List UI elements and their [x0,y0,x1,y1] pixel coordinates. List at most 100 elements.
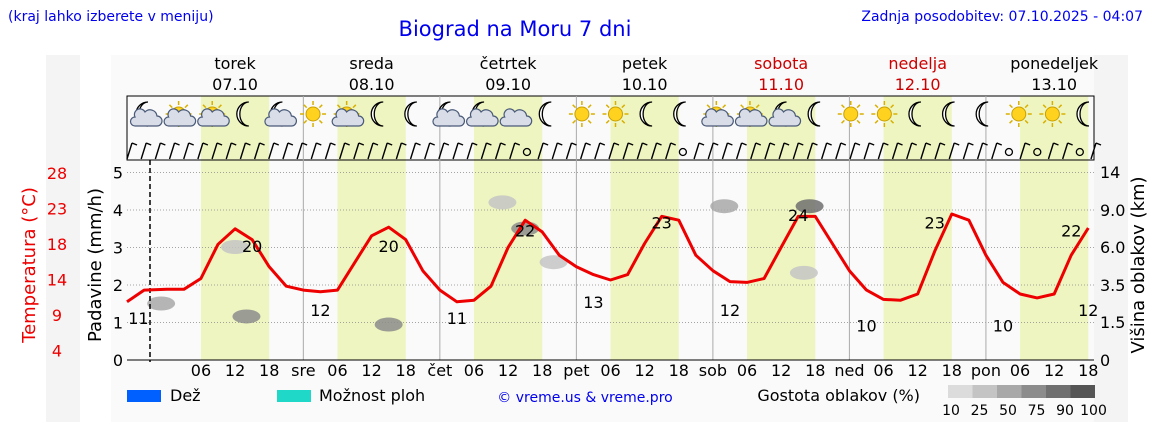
wind-barb [438,142,450,160]
wind-barb [920,142,932,160]
wind-barb-feather [514,142,521,146]
wind-barb-staff [735,142,743,160]
wind-barb-feather [486,142,492,146]
wind-barb-feather [188,142,194,146]
day-date: 09.10 [485,75,531,94]
cloud-shape [331,108,365,127]
wind-calm-symbol [1004,147,1014,157]
wind-barb-feather [457,142,464,146]
wind-barb [1061,142,1073,160]
sun-ray [856,119,861,124]
wind-barb-staff [126,142,133,160]
wind-barb-staff [750,142,757,160]
wind-barb [976,142,988,160]
wind-barb-staff [579,142,587,160]
wind-barb-feather [712,142,719,146]
wind-barb-staff [636,142,644,160]
moon-shape [404,101,417,127]
sun-ray [587,104,592,109]
cloud-patch [374,317,403,332]
day-date: 08.10 [349,75,395,94]
sun-ray [572,119,577,124]
wind-barb [962,142,974,160]
sun-disc [1011,106,1027,122]
wind-barb [211,142,223,160]
wind-barb-feather [1024,142,1031,146]
moon-shape [236,101,249,127]
cloud-density-tick: 50 [999,403,1017,419]
sun-ray [605,104,610,109]
wind-barb-feather [145,142,152,146]
temperature-label: 12 [1078,301,1098,320]
sun-cloud-icon [701,101,734,127]
precipitation-tick: 3 [113,239,123,258]
wind-barb-staff [438,142,445,160]
wind-barb [140,142,152,160]
wind-barb-staff [863,142,870,160]
wind-barb [338,142,350,160]
cloud-density-tick: 75 [1028,403,1046,419]
wind-barb-staff [211,142,218,160]
credit-link[interactable]: © vreme.us & vreme.pro [497,390,672,406]
wind-barb-feather [868,142,875,146]
location-hint[interactable]: (kraj lahko izberete v meniju) [8,9,214,25]
wind-barb-feather [571,142,577,146]
wind-barb-staff [409,142,417,160]
hour-tick-label: 06 [1010,361,1030,380]
wind-barb-feather [741,142,747,146]
temperature-label: 12 [310,301,330,320]
wind-barb-staff [594,142,601,160]
wind-barb-feather [883,142,889,146]
temperature-label: 12 [720,301,740,320]
sun-disc [305,106,321,122]
temperature-label: 24 [788,206,808,225]
wind-barb-staff [1090,142,1097,160]
cloud-patch [488,195,517,210]
sun-ray [352,104,357,109]
wind-barb-feather [330,142,336,146]
cloud-patch [147,296,176,311]
sun-ray [856,104,861,109]
wind-barb-feather [174,142,180,146]
moon-shape [673,101,686,127]
wind-barb-staff [509,142,516,160]
precipitation-tick: 4 [113,201,123,220]
wind-barb-staff [154,142,162,160]
cloud-shape [465,108,499,127]
temperature-tick: 28 [47,164,67,183]
daylight-band [883,96,952,360]
day-date: 10.10 [622,75,668,94]
wind-barb [948,142,960,160]
cloud-height-axis-label: Višina oblakov (km) [1128,176,1149,353]
wind-barb-staff [877,142,885,160]
sun-ray [722,104,727,109]
cloud-height-tick: 1.5 [1100,313,1125,332]
wind-barb [792,142,804,160]
daylight-band [610,96,679,360]
moon-icon [1076,101,1090,127]
sun-ray [874,104,879,109]
wind-barb-staff [338,142,346,160]
sun-ray [841,104,845,109]
wind-barb [693,142,705,160]
wind-calm-symbol [1075,147,1084,157]
wind-calm-symbol [522,147,532,157]
wind-barb-staff [849,142,856,160]
temperature-axis-label: Temperatura (°C) [19,187,40,344]
day-date: 07.10 [212,75,258,94]
temperature-line [126,212,1090,304]
moon-shape [908,101,922,127]
hour-tick-label: 12 [907,361,927,380]
day-name: četrtek [480,54,538,73]
temperature-label: 10 [856,317,876,336]
cloud-shape [432,108,465,127]
showers-legend-label: Možnost ploh [319,386,425,405]
wind-barb-staff [707,142,714,160]
cloud-density-legend-label: Gostota oblakov (%) [757,386,920,405]
wind-barb-feather [344,142,350,146]
wind-barb-feather [982,142,988,146]
rain-legend-label: Dež [170,386,201,405]
wind-barb-staff [991,142,998,160]
sun-ray [621,104,626,109]
cloud-shape [734,108,768,127]
